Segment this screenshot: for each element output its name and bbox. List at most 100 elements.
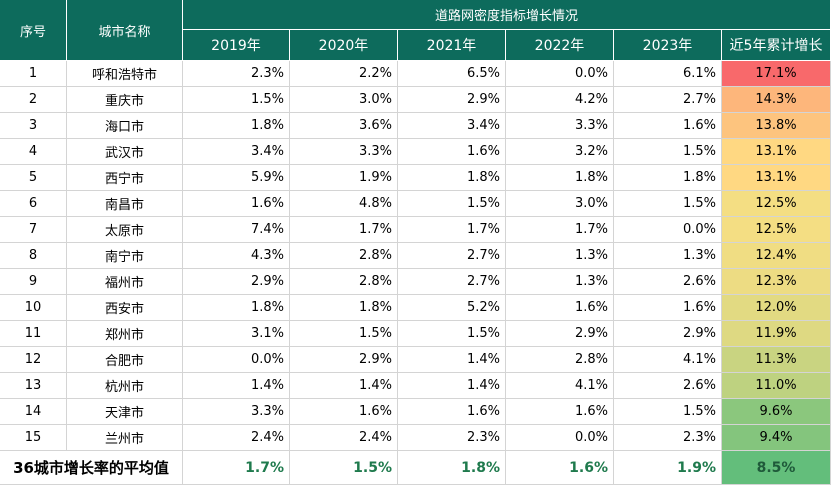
value-cell: 1.6% <box>290 399 398 425</box>
value-label: 2.2% <box>358 66 392 81</box>
header-year: 2022年 <box>506 30 614 61</box>
total-cell: 11.3% <box>722 347 831 373</box>
value-cell: 0.0% <box>183 347 290 373</box>
header-group: 道路网密度指标增长情况 <box>183 0 831 30</box>
value-label: 3.0% <box>358 92 392 107</box>
value-cell: 1.5% <box>290 451 398 485</box>
value-cell: 1.6% <box>614 113 722 139</box>
value-label: 4.8% <box>358 196 392 211</box>
total-label: 13.8% <box>755 118 797 133</box>
value-label: 0.0% <box>574 430 608 445</box>
value-label: 2.4% <box>358 430 392 445</box>
value-label: 4.1% <box>682 352 716 367</box>
city-cell: 西安市 <box>67 295 183 321</box>
value-label: 2.4% <box>250 430 284 445</box>
value-cell: 2.4% <box>183 425 290 451</box>
header-city: 城市名称 <box>67 0 183 61</box>
value-label: 2.6% <box>682 378 716 393</box>
value-label: 3.2% <box>574 144 608 159</box>
value-label: 1.5% <box>682 144 716 159</box>
seq-cell: 15 <box>0 425 67 451</box>
value-label: 1.4% <box>250 378 284 393</box>
seq-cell: 11 <box>0 321 67 347</box>
city-cell: 太原市 <box>67 217 183 243</box>
value-label: 1.8% <box>682 170 716 185</box>
value-cell: 1.6% <box>398 399 506 425</box>
value-cell: 1.5% <box>398 321 506 347</box>
header-year: 2021年 <box>398 30 506 61</box>
value-cell: 2.6% <box>614 269 722 295</box>
value-cell: 0.0% <box>506 425 614 451</box>
value-label: 1.6% <box>466 404 500 419</box>
seq-cell: 14 <box>0 399 67 425</box>
value-label: 4.1% <box>574 378 608 393</box>
value-label: 1.5% <box>682 196 716 211</box>
total-label: 9.6% <box>759 404 793 419</box>
total-label: 11.9% <box>755 326 797 341</box>
total-label: 13.1% <box>755 170 797 185</box>
value-label: 1.8% <box>250 118 284 133</box>
value-label: 1.7% <box>358 222 392 237</box>
value-label: 1.6% <box>466 144 500 159</box>
value-cell: 1.5% <box>614 191 722 217</box>
value-cell: 1.4% <box>398 373 506 399</box>
seq-cell: 7 <box>0 217 67 243</box>
value-label: 2.3% <box>250 66 284 81</box>
total-label: 12.3% <box>755 274 797 289</box>
value-cell: 3.4% <box>398 113 506 139</box>
value-cell: 3.3% <box>183 399 290 425</box>
value-cell: 7.4% <box>183 217 290 243</box>
value-label: 2.7% <box>466 248 500 263</box>
value-cell: 2.9% <box>398 87 506 113</box>
total-label: 11.3% <box>755 352 797 367</box>
total-cell: 12.3% <box>722 269 831 295</box>
city-cell: 杭州市 <box>67 373 183 399</box>
value-cell: 3.3% <box>290 139 398 165</box>
header-year: 2023年 <box>614 30 722 61</box>
value-cell: 3.0% <box>506 191 614 217</box>
value-cell: 2.8% <box>290 269 398 295</box>
value-cell: 1.8% <box>183 113 290 139</box>
total-cell: 12.5% <box>722 191 831 217</box>
value-label: 2.6% <box>682 274 716 289</box>
total-cell: 8.5% <box>722 451 831 485</box>
value-cell: 1.4% <box>290 373 398 399</box>
total-label: 9.4% <box>759 430 793 445</box>
value-cell: 1.3% <box>506 243 614 269</box>
value-cell: 1.5% <box>614 139 722 165</box>
value-label: 2.8% <box>358 248 392 263</box>
total-cell: 11.0% <box>722 373 831 399</box>
value-cell: 1.3% <box>614 243 722 269</box>
value-label: 1.5% <box>682 404 716 419</box>
value-label: 2.8% <box>574 352 608 367</box>
value-label: 3.0% <box>574 196 608 211</box>
seq-cell: 10 <box>0 295 67 321</box>
total-cell: 12.5% <box>722 217 831 243</box>
value-cell: 4.2% <box>506 87 614 113</box>
average-label: 36城市增长率的平均值 <box>0 451 183 485</box>
value-label: 1.3% <box>682 248 716 263</box>
value-cell: 3.3% <box>506 113 614 139</box>
seq-cell: 6 <box>0 191 67 217</box>
value-cell: 3.4% <box>183 139 290 165</box>
value-label: 1.8% <box>250 300 284 315</box>
value-cell: 1.8% <box>614 165 722 191</box>
value-label: 3.4% <box>466 118 500 133</box>
total-cell: 14.3% <box>722 87 831 113</box>
value-label: 2.9% <box>466 92 500 107</box>
value-label: 1.6% <box>574 300 608 315</box>
value-cell: 1.4% <box>183 373 290 399</box>
value-label: 7.4% <box>250 222 284 237</box>
total-cell: 13.1% <box>722 139 831 165</box>
value-cell: 5.2% <box>398 295 506 321</box>
value-label: 2.7% <box>682 92 716 107</box>
seq-cell: 8 <box>0 243 67 269</box>
value-cell: 1.8% <box>398 451 506 485</box>
value-label: 1.4% <box>358 378 392 393</box>
value-cell: 2.7% <box>614 87 722 113</box>
city-cell: 海口市 <box>67 113 183 139</box>
value-cell: 1.4% <box>398 347 506 373</box>
seq-cell: 1 <box>0 61 67 87</box>
total-label: 17.1% <box>755 66 797 81</box>
total-cell: 9.4% <box>722 425 831 451</box>
